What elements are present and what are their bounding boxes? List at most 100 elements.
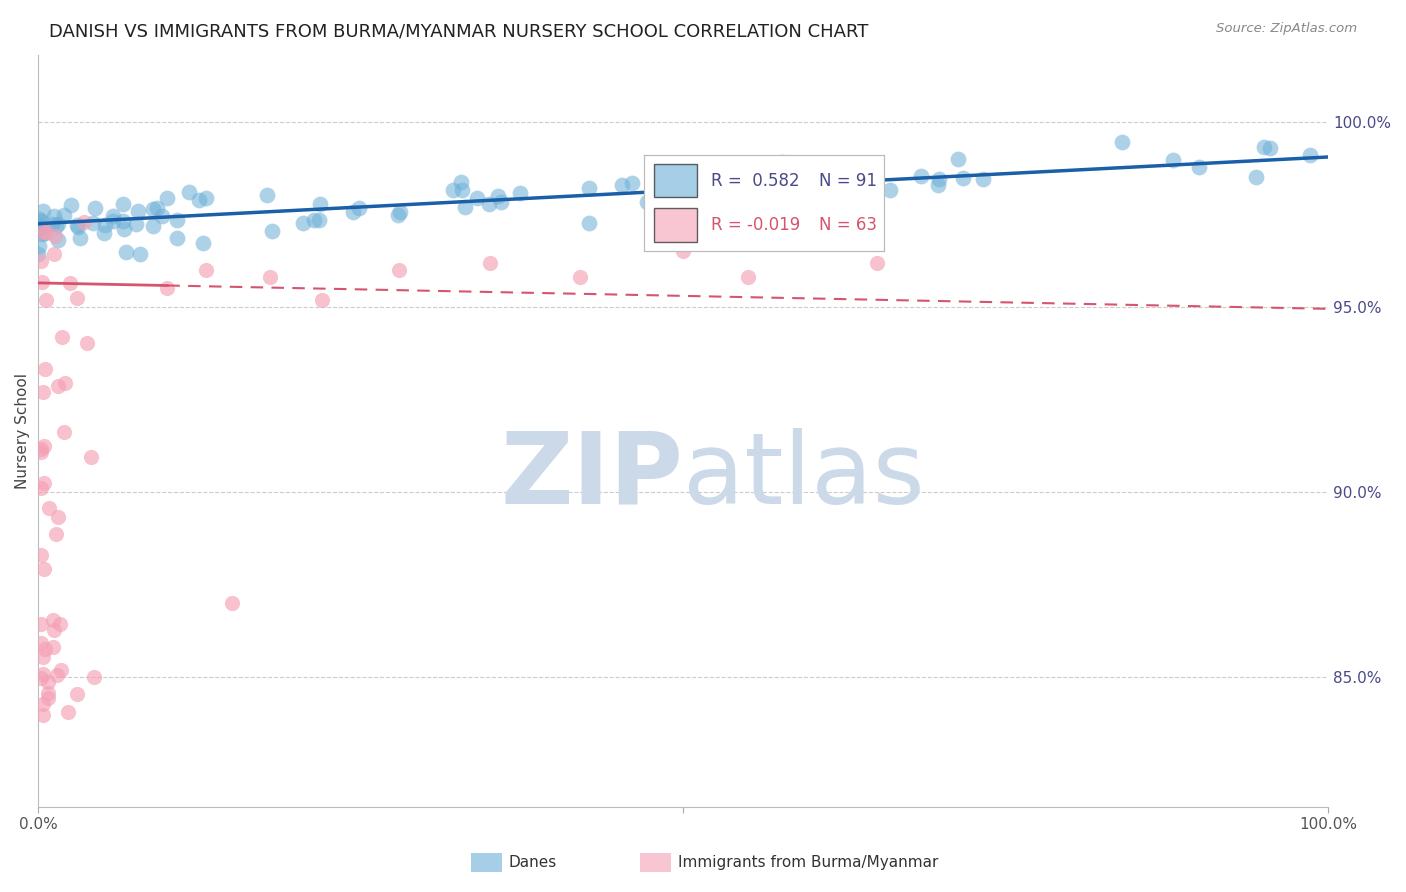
- Point: [879, 183, 901, 197]
- Point: [830, 201, 852, 215]
- Point: [34, 226, 56, 240]
- Point: [30, 481, 52, 495]
- Point: [489, 194, 512, 209]
- Point: [114, 245, 136, 260]
- Point: [93, 218, 115, 232]
- Point: [32, 476, 55, 491]
- Point: [28, 221, 51, 235]
- Point: [1299, 148, 1322, 162]
- Point: [309, 197, 332, 211]
- Point: [1246, 169, 1268, 184]
- Point: [910, 169, 932, 183]
- Text: atlas: atlas: [683, 427, 925, 524]
- Point: [128, 247, 150, 261]
- Point: [27, 246, 49, 260]
- Text: R =  0.582: R = 0.582: [711, 172, 800, 190]
- Point: [259, 270, 281, 285]
- Point: [454, 200, 477, 214]
- Point: [79, 450, 101, 464]
- Point: [37, 686, 59, 700]
- Point: [478, 255, 501, 269]
- Point: [668, 174, 690, 188]
- Point: [451, 183, 474, 197]
- Point: [66, 687, 89, 701]
- Point: [83, 670, 105, 684]
- Point: [763, 188, 786, 202]
- Point: [44, 247, 66, 261]
- Point: [465, 191, 488, 205]
- Point: [31, 227, 53, 241]
- Point: [46, 379, 69, 393]
- FancyBboxPatch shape: [654, 208, 697, 242]
- Point: [41, 218, 63, 232]
- Point: [387, 208, 409, 222]
- Point: [27, 222, 49, 236]
- Point: [188, 193, 211, 207]
- Point: [737, 270, 759, 285]
- Point: [59, 276, 82, 290]
- Point: [28, 239, 51, 253]
- Point: [101, 213, 124, 227]
- Point: [31, 384, 53, 399]
- Point: [41, 640, 63, 654]
- Point: [509, 186, 531, 201]
- Point: [46, 509, 69, 524]
- Point: [30, 616, 52, 631]
- Point: [42, 209, 65, 223]
- Point: [42, 623, 65, 637]
- Point: [946, 152, 969, 166]
- Point: [112, 196, 135, 211]
- Point: [30, 671, 52, 685]
- Point: [304, 213, 326, 227]
- Point: [612, 178, 634, 193]
- Point: [1253, 140, 1275, 154]
- Point: [30, 445, 52, 459]
- Point: [952, 171, 974, 186]
- Point: [1188, 160, 1211, 174]
- Point: [31, 697, 53, 711]
- Point: [31, 275, 53, 289]
- FancyBboxPatch shape: [654, 164, 697, 197]
- Point: [66, 291, 89, 305]
- Point: [31, 203, 53, 218]
- Point: [347, 201, 370, 215]
- Point: [142, 202, 165, 216]
- Point: [972, 172, 994, 186]
- Point: [832, 179, 855, 194]
- Text: Immigrants from Burma/Myanmar: Immigrants from Burma/Myanmar: [678, 855, 938, 870]
- Point: [45, 219, 67, 234]
- Text: ZIP: ZIP: [501, 427, 683, 524]
- Point: [112, 221, 135, 235]
- Point: [292, 215, 315, 229]
- Text: N = 91: N = 91: [820, 172, 877, 190]
- Point: [450, 175, 472, 189]
- Point: [28, 218, 51, 232]
- Point: [37, 675, 59, 690]
- Point: [32, 225, 55, 239]
- Point: [486, 189, 509, 203]
- Point: [76, 336, 98, 351]
- Point: [31, 650, 53, 665]
- Point: [441, 183, 464, 197]
- Point: [66, 219, 89, 233]
- Point: [569, 270, 592, 285]
- Point: [195, 191, 218, 205]
- Point: [260, 224, 283, 238]
- Point: [103, 209, 125, 223]
- Text: DANISH VS IMMIGRANTS FROM BURMA/MYANMAR NURSERY SCHOOL CORRELATION CHART: DANISH VS IMMIGRANTS FROM BURMA/MYANMAR …: [49, 22, 869, 40]
- Point: [32, 666, 55, 681]
- Point: [621, 176, 644, 190]
- Point: [578, 181, 600, 195]
- Point: [37, 691, 59, 706]
- Point: [256, 188, 278, 202]
- Point: [58, 706, 80, 720]
- Point: [67, 219, 90, 234]
- Point: [52, 208, 75, 222]
- Point: [727, 199, 749, 213]
- Point: [866, 255, 889, 269]
- Point: [30, 549, 52, 563]
- Point: [28, 212, 51, 227]
- Point: [53, 376, 76, 390]
- Point: [82, 216, 104, 230]
- Point: [156, 281, 179, 295]
